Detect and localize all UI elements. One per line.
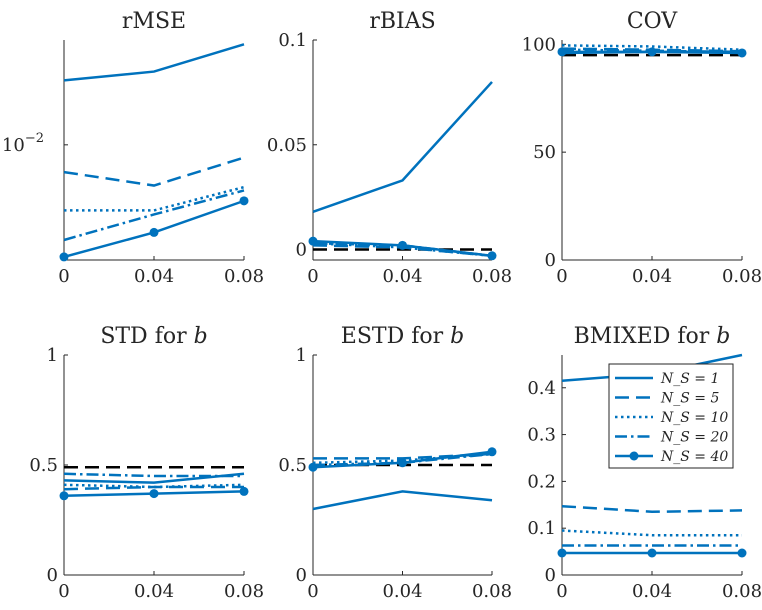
x-tick-label: 0.04 [382,266,422,287]
data-point [59,252,69,262]
y-tick-label: 0.4 [527,378,556,399]
data-point [149,227,159,237]
y-tick-label: 1 [296,345,307,366]
legend-label: N_S = 10 [660,410,728,426]
x-tick-label: 0.08 [224,581,264,602]
y-tick-label: 0.05 [267,135,307,156]
series-line-2 [561,529,742,537]
y-tick-label: 0 [545,565,556,586]
y-tick-label: 0 [545,250,556,271]
y-tick-label: 0.1 [527,518,556,539]
y-tick-label: 0.5 [29,455,58,476]
legend-label: N_S = 5 [660,391,719,407]
x-tick-label: 0.08 [472,581,512,602]
x-tick-label: 0.04 [134,581,174,602]
panel-4: ESTD for b 0 0.04 0.08 0 0.5 1 [278,324,512,602]
data-point [647,47,657,57]
legend-marker [629,451,639,461]
x-tick-label: 0.04 [632,266,672,287]
y-tick-label: 10−2 [2,131,44,156]
chart-title: ESTD for b [341,324,464,349]
x-tick-label: 0 [307,581,318,602]
y-tick-label: 0 [296,565,307,586]
series-line-3 [312,241,493,258]
series-line-0 [312,81,493,213]
y-tick-label: 0 [296,240,307,261]
x-tick-label: 0.08 [224,266,264,287]
data-point [398,240,407,250]
y-tick-label: 100 [522,34,556,55]
series-line-3 [63,189,245,242]
x-tick-label: 0.08 [722,266,762,287]
series-line-0 [63,472,245,484]
series-line-0 [63,43,245,82]
y-tick-label: 1 [47,345,58,366]
data-point [557,47,567,57]
data-point [647,548,657,558]
data-point [59,491,69,501]
series-line-3 [63,472,244,478]
panel-5: BMIXED for b 0 0.04 0.08 0 0.1 0.2 0.3 0.4 N_S = … [527,324,762,602]
y-tick-label: 0.3 [527,425,556,446]
data-point [487,251,497,261]
data-point [149,489,159,499]
panel-2: COV 0 0.04 0.08 0 50 100 [522,9,762,287]
x-tick-label: 0.04 [632,581,672,602]
x-tick-label: 0 [58,266,69,287]
legend-label: N_S = 1 [660,371,719,387]
series-line-1 [63,156,245,187]
y-tick-label: 0.5 [278,455,307,476]
chart-title: rMSE [122,9,186,34]
x-tick-label: 0 [556,266,567,287]
x-tick-label: 0 [556,581,567,602]
legend: N_S = 1 N_S = 5 N_S = 10 N_S = 20 N_S = 40 [608,363,734,469]
data-point [737,548,747,558]
data-point [308,236,318,246]
x-tick-label: 0 [307,266,318,287]
data-point [308,462,318,472]
chart-title: BMIXED for b [574,324,731,349]
x-tick-label: 0.04 [382,581,422,602]
y-tick-label: 50 [533,142,556,163]
legend-box [608,363,734,469]
legend-label: N_S = 40 [660,449,728,465]
series-line-2 [63,483,245,489]
legend-label: N_S = 20 [660,430,728,446]
series-line-1 [561,504,743,514]
panel-0: rMSE 0 0.04 0.08 10−2 [2,9,264,287]
data-point [239,486,249,496]
data-point [557,548,567,558]
series-line-3 [312,452,493,467]
data-point [239,196,249,206]
panel-3: STD for b 0 0.04 0.08 0 0.5 1 [29,324,264,602]
chart-title: rBIAS [369,9,435,34]
y-tick-label: 0 [47,565,58,586]
x-tick-label: 0.08 [722,581,762,602]
panel-1: rBIAS 0 0.04 0.08 0 0.05 0.1 [267,9,512,287]
series-line-2 [561,44,743,51]
series-line-0 [312,490,493,511]
data-point [487,447,497,457]
chart-title: STD for b [100,324,207,349]
y-tick-label: 0.1 [278,30,307,51]
data-point [737,48,747,58]
x-tick-label: 0.04 [134,266,174,287]
x-tick-label: 0 [58,581,69,602]
chart-title: COV [627,9,678,34]
y-tick-label: 0.2 [527,471,556,492]
data-point [398,458,407,468]
x-tick-label: 0.08 [472,266,512,287]
series-line-2 [64,185,245,212]
